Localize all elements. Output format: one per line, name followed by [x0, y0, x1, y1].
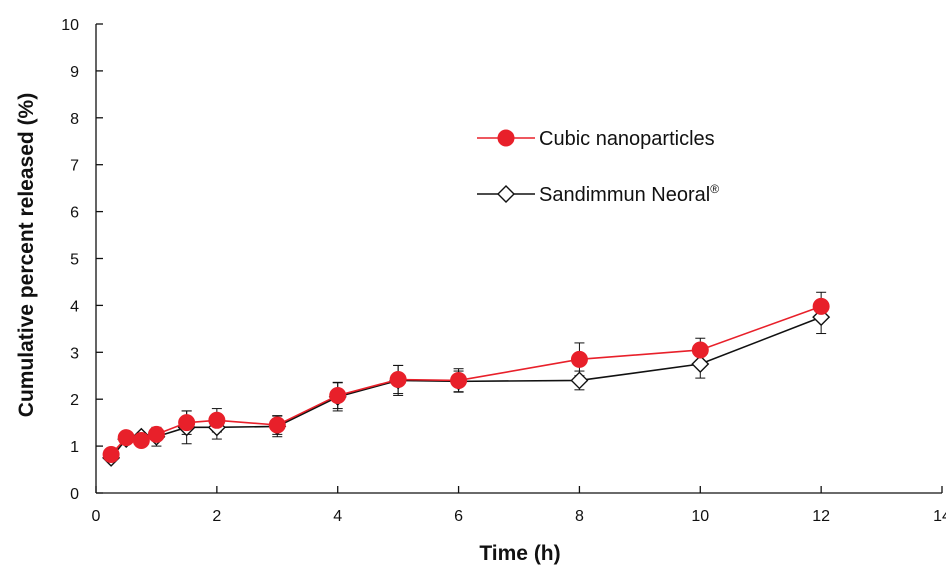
- data-point: [812, 297, 830, 315]
- x-tick-label: 10: [691, 508, 709, 525]
- y-tick-label: 9: [70, 64, 79, 81]
- y-tick-label: 8: [70, 111, 79, 128]
- data-point: [570, 371, 589, 390]
- data-point: [178, 414, 196, 432]
- data-point: [147, 425, 165, 443]
- series-layer: [102, 291, 831, 467]
- x-tick-label: 14: [933, 508, 946, 525]
- y-tick-label: 3: [70, 345, 79, 362]
- legend-label: Cubic nanoparticles: [539, 128, 715, 150]
- data-point: [691, 355, 710, 374]
- data-point: [117, 429, 135, 447]
- x-tick-label: 4: [333, 508, 342, 525]
- data-point: [132, 431, 150, 449]
- y-tick-label: 7: [70, 158, 79, 175]
- x-tick-label: 0: [92, 508, 101, 525]
- axes: 01234567891002468101214: [61, 17, 946, 525]
- y-axis-title: Cumulative percent released (%): [15, 93, 38, 417]
- x-tick-label: 8: [575, 508, 584, 525]
- y-tick-label: 10: [61, 17, 79, 34]
- legend-label: Sandimmun Neoral®: [539, 182, 719, 206]
- y-tick-label: 2: [70, 392, 79, 409]
- x-axis-title: Time (h): [479, 542, 560, 565]
- data-point: [497, 185, 515, 203]
- legend: Cubic nanoparticles Sandimmun Neoral®: [477, 128, 719, 206]
- data-point: [497, 129, 515, 147]
- data-point: [450, 371, 468, 389]
- y-tick-label: 0: [70, 486, 79, 503]
- data-point: [389, 371, 407, 389]
- x-tick-label: 12: [812, 508, 830, 525]
- x-tick-label: 6: [454, 508, 463, 525]
- y-tick-label: 5: [70, 252, 79, 269]
- legend-label-superscript: ®: [710, 182, 719, 196]
- series-line: [110, 316, 822, 459]
- x-tick-label: 2: [212, 508, 221, 525]
- data-point: [208, 411, 226, 429]
- data-point: [691, 341, 709, 359]
- data-point: [102, 446, 120, 464]
- y-tick-label: 1: [70, 439, 79, 456]
- y-tick-label: 4: [70, 298, 79, 315]
- data-point: [268, 416, 286, 434]
- data-point: [329, 386, 347, 404]
- data-point: [570, 350, 588, 368]
- y-tick-label: 6: [70, 205, 79, 222]
